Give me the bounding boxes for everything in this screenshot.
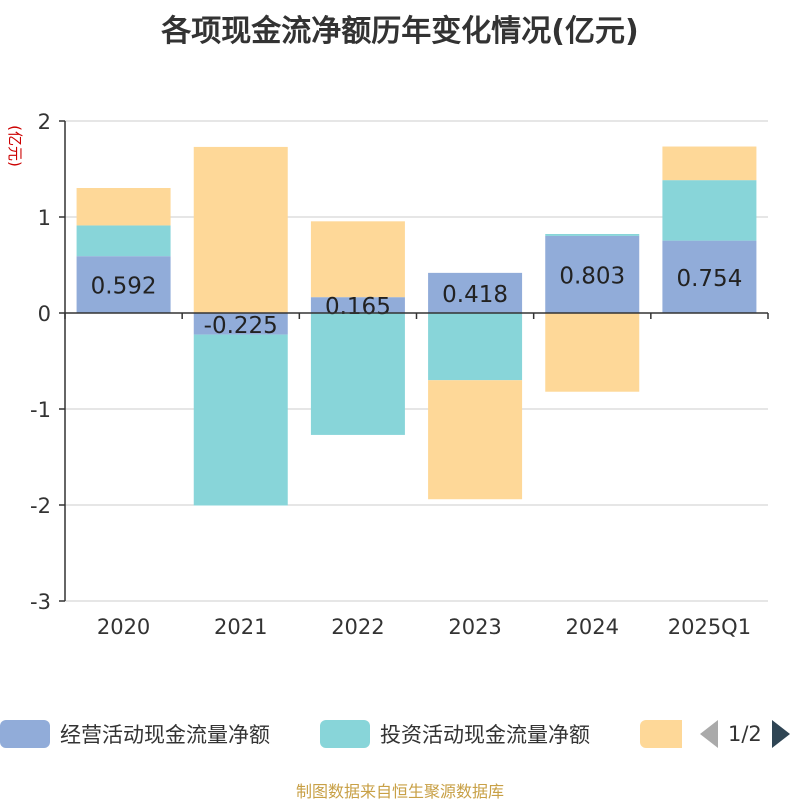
bar-series1-2025Q1 [662,180,757,241]
x-tick-label: 2021 [214,615,267,639]
bar-value-label: 0.754 [676,266,742,292]
source-note: 制图数据来自恒生聚源数据库 [295,782,504,801]
y-tick-label: -3 [30,590,51,614]
bar-series1-2020 [76,225,171,257]
x-tick-label: 2025Q1 [668,615,751,639]
y-tick-label: -2 [30,494,51,518]
y-tick-label: 1 [38,206,51,230]
bar-series0-2023 [428,272,523,313]
legend-swatch-investing [320,720,370,748]
y-axis-label: (亿元) [6,125,24,167]
bar-series2-2021 [193,146,288,313]
bar-series1-2021 [193,334,288,506]
x-tick-label: 2020 [97,615,150,639]
bar-series0-2022 [310,297,405,313]
y-tick-label: 2 [38,110,51,134]
bar-series1-2022 [310,313,405,435]
legend-item-investing[interactable]: 投资活动现金流量净额 [320,716,590,752]
pager-prev-icon[interactable] [700,720,718,748]
bar-series1-2023 [428,313,523,381]
x-tick-label: 2023 [448,615,501,639]
bar-chart: 2 1 0 -1 -2 -3 (亿元) 0.592 -0.225 0.165 0.418 0.803 0… [6,110,769,639]
legend: 经营活动现金流量净额 投资活动现金流量净额 [0,716,800,756]
legend-swatch-operating [0,720,50,748]
bar-value-label: 0.418 [442,282,508,308]
legend-item-operating[interactable]: 经营活动现金流量净额 [0,716,270,752]
pager-text: 1/2 [728,722,762,746]
pager-next-icon[interactable] [771,720,790,748]
x-tick-label: 2022 [331,615,384,639]
bar-series0-2025Q1 [662,240,757,313]
bar-series0-2024 [545,235,640,313]
bar-series2-2024 [545,313,640,392]
bar-value-label: 0.165 [325,294,391,320]
bar-series2-2020 [76,188,171,226]
bar-series2-2022 [310,221,405,298]
y-tick-label: -1 [30,398,51,422]
bar-series1-2024 [545,233,640,236]
bar-value-label: -0.225 [204,313,278,339]
legend-label-investing: 投资活动现金流量净额 [380,723,590,747]
bar-value-label: 0.592 [91,274,157,300]
x-tick-label: 2024 [566,615,619,639]
legend-label-operating: 经营活动现金流量净额 [60,723,270,747]
y-tick-label: 0 [38,302,51,326]
bar-value-label: 0.803 [559,263,625,289]
legend-swatch-third [640,720,682,748]
bar-series0-2020 [76,256,171,313]
bar-series2-2023 [428,380,523,500]
bar-series2-2025Q1 [662,146,757,181]
legend-item-third[interactable] [640,716,682,752]
chart-title: 各项现金流净额历年变化情况(亿元) [161,14,639,49]
legend-pager: 1/2 [700,716,790,752]
bar-series0-2021 [193,313,288,335]
